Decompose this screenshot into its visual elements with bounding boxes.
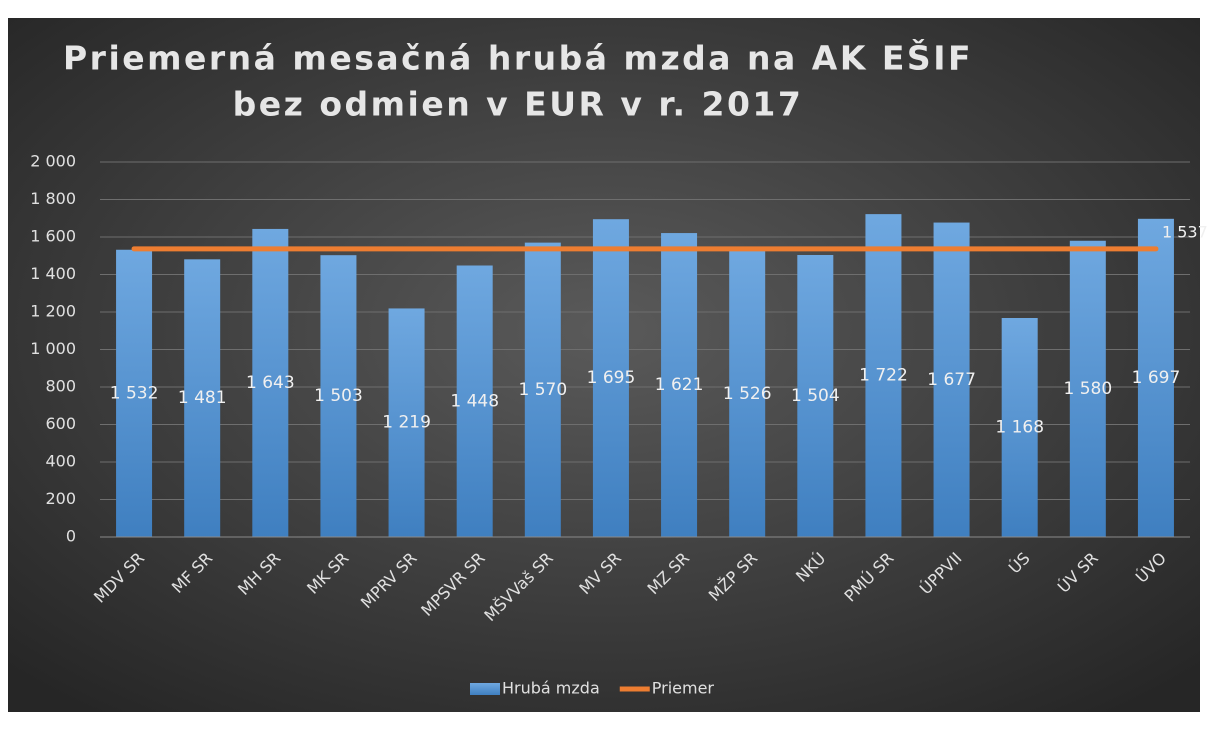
bar xyxy=(1001,318,1038,537)
bar-value-label: 1 621 xyxy=(655,375,704,395)
y-tick-label: 1 400 xyxy=(30,264,76,283)
bar xyxy=(1137,218,1174,537)
bar xyxy=(865,214,902,537)
chart-title: bez odmien v EUR v r. 2017 xyxy=(233,85,804,124)
bar xyxy=(388,308,425,537)
chart-title: Priemerná mesačná hrubá mzda na AK EŠIF xyxy=(63,38,973,78)
bar xyxy=(524,242,561,537)
y-tick-label: 1 800 xyxy=(30,189,76,208)
line-value-label: 1 537 xyxy=(1162,222,1208,241)
legend-label: Hrubá mzda xyxy=(502,679,600,698)
bar xyxy=(797,255,834,537)
bar-value-label: 1 168 xyxy=(995,418,1044,438)
bar-value-label: 1 504 xyxy=(791,386,840,406)
bar xyxy=(456,265,493,537)
y-tick-label: 2 000 xyxy=(30,152,76,171)
bar xyxy=(933,222,970,537)
bar xyxy=(592,219,629,537)
bar xyxy=(320,255,357,537)
bar-value-label: 1 570 xyxy=(518,380,567,400)
bar-value-label: 1 695 xyxy=(587,368,636,388)
legend-label: Priemer xyxy=(652,679,715,698)
bar-value-label: 1 503 xyxy=(314,386,363,406)
legend-swatch xyxy=(470,683,500,695)
bar xyxy=(661,233,698,537)
y-tick-label: 400 xyxy=(45,452,76,471)
y-tick-label: 1 600 xyxy=(30,227,76,246)
bar-value-label: 1 526 xyxy=(723,384,772,404)
y-tick-label: 800 xyxy=(45,377,76,396)
bar xyxy=(184,259,221,537)
y-tick-label: 1 000 xyxy=(30,339,76,358)
bar xyxy=(1069,240,1106,537)
bar xyxy=(729,250,766,537)
y-tick-label: 200 xyxy=(45,489,76,508)
bar-value-label: 1 481 xyxy=(178,388,227,408)
y-tick-label: 600 xyxy=(45,414,76,433)
bar xyxy=(116,249,153,537)
bar-value-label: 1 448 xyxy=(450,391,499,411)
bar-value-label: 1 697 xyxy=(1132,368,1181,388)
bar-value-label: 1 677 xyxy=(927,370,976,390)
bar-value-label: 1 643 xyxy=(246,373,295,393)
bar-value-label: 1 532 xyxy=(110,383,159,403)
bar-value-label: 1 722 xyxy=(859,366,908,386)
y-tick-label: 0 xyxy=(66,527,76,546)
bar-value-label: 1 219 xyxy=(382,413,431,433)
y-tick-label: 1 200 xyxy=(30,302,76,321)
bar xyxy=(252,228,289,537)
bar-value-label: 1 580 xyxy=(1063,379,1112,399)
